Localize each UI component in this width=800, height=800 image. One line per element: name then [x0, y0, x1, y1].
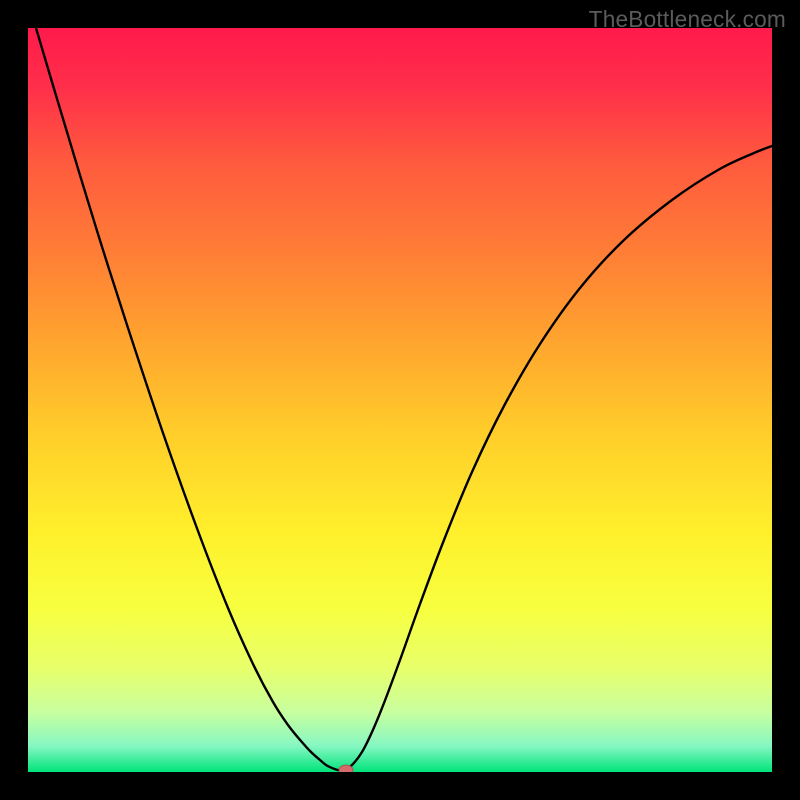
target-marker	[339, 765, 353, 772]
plot-area	[28, 28, 772, 772]
chart-frame: TheBottleneck.com	[0, 0, 800, 800]
chart-svg	[28, 28, 772, 772]
